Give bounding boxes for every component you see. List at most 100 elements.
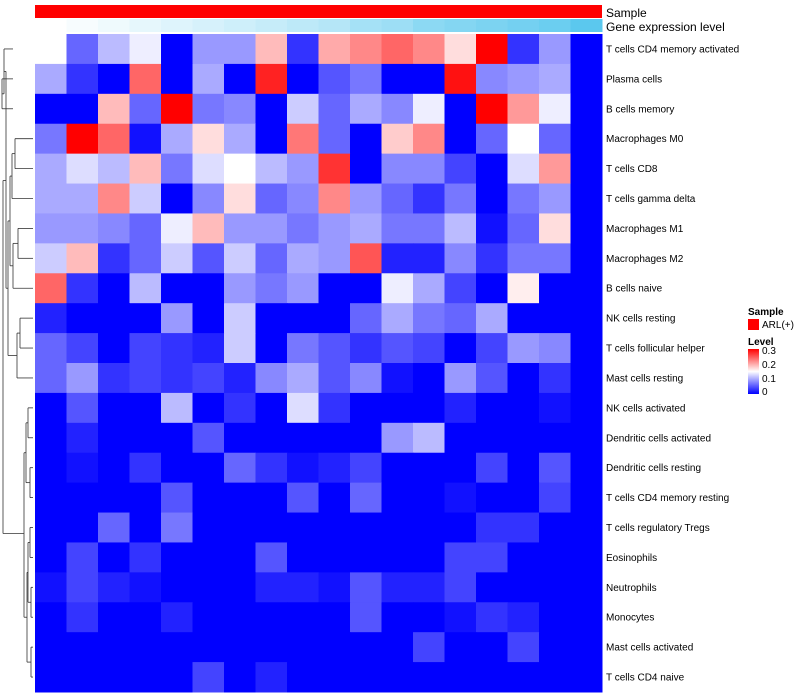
heatmap-cell — [161, 363, 193, 394]
heatmap-cell — [129, 542, 162, 573]
heatmap-cell — [224, 572, 256, 603]
heatmap-cell — [318, 303, 351, 334]
heatmap-cell — [444, 363, 477, 394]
heatmap-cell — [66, 452, 99, 484]
heatmap-cell — [539, 183, 571, 214]
heatmap-cell — [35, 632, 67, 663]
heatmap-cell — [318, 542, 351, 573]
heatmap-cell — [98, 153, 130, 185]
row-label: T cells regulatory Tregs — [606, 523, 710, 534]
heatmap-cell — [161, 333, 193, 364]
heatmap-cell — [129, 303, 162, 334]
heatmap-cell — [350, 303, 382, 334]
heatmap-cell — [381, 602, 414, 633]
heatmap-cell — [161, 153, 193, 185]
heatmap-cell — [413, 542, 445, 573]
heatmap-cell — [381, 123, 414, 155]
heatmap-cell — [66, 183, 99, 214]
heatmap-cell — [35, 63, 67, 95]
heatmap-cell — [413, 123, 445, 155]
heatmap-cell — [287, 602, 319, 633]
heatmap-cell — [476, 422, 508, 454]
heatmap-cell — [444, 602, 477, 633]
annotation-label-sample: Sample — [606, 6, 647, 20]
heatmap-cell — [66, 482, 99, 514]
heatmap-cell — [413, 273, 445, 304]
annotation-cell-gene-expression — [287, 19, 319, 32]
heatmap-cell — [570, 452, 603, 484]
heatmap-cell — [255, 363, 288, 394]
heatmap-cell — [507, 303, 540, 334]
heatmap-cell — [224, 93, 256, 125]
heatmap-cell — [35, 512, 67, 543]
heatmap-cell — [350, 213, 382, 244]
row-label: T cells follicular helper — [606, 344, 705, 355]
heatmap-cell — [539, 63, 571, 95]
heatmap-cell — [318, 34, 351, 65]
heatmap-cell — [570, 63, 603, 95]
heatmap-cell — [98, 632, 130, 663]
heatmap-cell — [539, 243, 571, 274]
heatmap-cell — [287, 572, 319, 603]
heatmap-cell — [98, 422, 130, 454]
heatmap-cell — [35, 333, 67, 364]
annotation-cell-gene-expression — [570, 19, 603, 32]
heatmap-cell — [161, 273, 193, 304]
heatmap-cell — [507, 602, 540, 633]
heatmap-cell — [192, 572, 225, 603]
heatmap-cell — [318, 273, 351, 304]
heatmap-cell — [161, 572, 193, 603]
heatmap-cell — [350, 482, 382, 514]
heatmap-cell — [255, 572, 288, 603]
heatmap-cell — [318, 602, 351, 633]
heatmap-cell — [35, 213, 67, 244]
heatmap-cell — [318, 422, 351, 454]
heatmap-cell — [129, 662, 162, 693]
heatmap-cell — [444, 213, 477, 244]
heatmap-cell — [287, 153, 319, 185]
heatmap-cell — [444, 153, 477, 185]
heatmap-cell — [570, 34, 603, 65]
legend-level-tick: 0.1 — [762, 374, 776, 385]
heatmap-cell — [318, 213, 351, 244]
heatmap-cell — [350, 123, 382, 155]
heatmap-cell — [192, 363, 225, 394]
heatmap-cell — [35, 273, 67, 304]
heatmap-cell — [224, 123, 256, 155]
heatmap-cell — [444, 422, 477, 454]
heatmap-cell — [98, 333, 130, 364]
heatmap-cell — [570, 303, 603, 334]
heatmap-cell — [192, 213, 225, 244]
heatmap-cell — [476, 183, 508, 214]
legend-level-tick: 0 — [762, 387, 768, 398]
heatmap-cell — [161, 243, 193, 274]
heatmap-cell — [161, 392, 193, 424]
heatmap-cell — [287, 512, 319, 543]
heatmap-cell — [413, 632, 445, 663]
heatmap-cell — [66, 93, 99, 125]
heatmap-cell — [224, 213, 256, 244]
heatmap-cell — [350, 63, 382, 95]
heatmap-cell — [350, 572, 382, 603]
heatmap-cell — [570, 363, 603, 394]
heatmap-cell — [413, 662, 445, 693]
heatmap-cell — [539, 602, 571, 633]
heatmap-cell — [192, 392, 225, 424]
heatmap-cell — [66, 333, 99, 364]
annotation-bar-sample — [35, 5, 602, 18]
heatmap-cell — [381, 392, 414, 424]
heatmap-cell — [287, 333, 319, 364]
heatmap-cell — [255, 422, 288, 454]
heatmap-cell — [350, 243, 382, 274]
heatmap-cell — [507, 542, 540, 573]
heatmap-cell — [66, 542, 99, 573]
heatmap-cell — [381, 34, 414, 65]
heatmap-cell — [287, 273, 319, 304]
heatmap-cell — [381, 183, 414, 214]
heatmap-cell — [161, 512, 193, 543]
heatmap-cell — [507, 63, 540, 95]
row-label: B cells naive — [606, 284, 663, 295]
heatmap-cell — [66, 123, 99, 155]
heatmap-cell — [539, 452, 571, 484]
heatmap-cell — [98, 392, 130, 424]
